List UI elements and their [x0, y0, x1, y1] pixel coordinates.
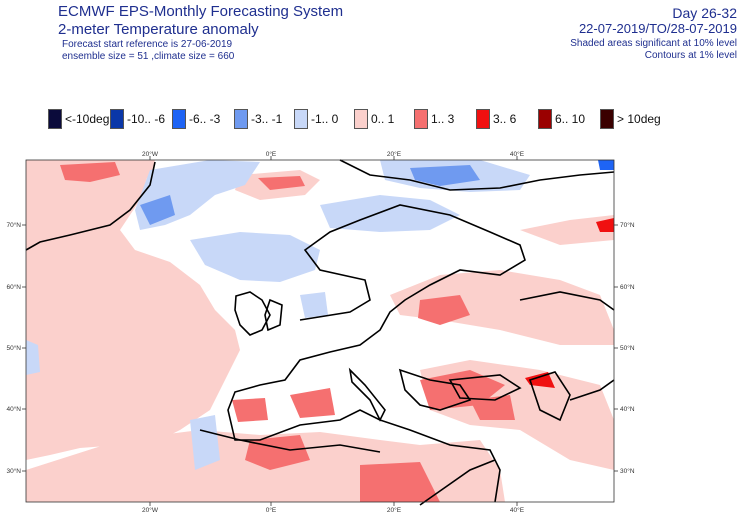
anomaly-spot-iceland: [60, 162, 120, 182]
legend-label: > 10deg: [617, 112, 661, 126]
lat-label: 30°N: [6, 467, 21, 475]
lon-label: 20°W: [142, 506, 159, 514]
lat-labels-left: 70°N 60°N 50°N 40°N 30°N: [6, 221, 21, 475]
legend-label: <-10deg: [65, 112, 110, 126]
lon-label: 40°E: [510, 150, 525, 158]
legend-label: 3.. 6: [493, 112, 517, 126]
anomaly-spot-barents: [596, 218, 614, 232]
legend-label: -6.. -3: [189, 112, 221, 126]
legend-label: 0.. 1: [371, 112, 395, 126]
legend-swatch: [294, 109, 308, 129]
anomaly-region-norwegian-sea: [190, 232, 320, 282]
legend-item: 3.. 6: [476, 108, 516, 130]
forecast-start-reference: Forecast start reference is 27-06-2019: [62, 39, 233, 50]
legend-label: 1.. 3: [431, 112, 455, 126]
lat-label: 60°N: [620, 283, 635, 291]
anomaly-region-atlantic: [26, 162, 240, 460]
day-range: Day 26-32: [672, 5, 737, 21]
anomaly-spot-east-europe: [418, 295, 470, 325]
color-legend: <-10deg -10.. -6 -6.. -3 -3.. -1 -1.. 0 …: [48, 108, 688, 130]
lon-label: 20°E: [387, 506, 402, 514]
lon-label: 0°E: [266, 506, 277, 514]
title-line2: 2-meter Temperature anomaly: [58, 21, 259, 38]
anomaly-region-greenland-core: [140, 195, 175, 225]
legend-label: 6.. 10: [555, 112, 586, 126]
legend-swatch: [600, 109, 614, 129]
legend-item: -1.. 0: [294, 108, 338, 130]
legend-item: -3.. -1: [234, 108, 282, 130]
legend-label: -3.. -1: [251, 112, 283, 126]
anomaly-spot-italy: [290, 388, 335, 418]
legend-item: -10.. -6: [110, 108, 165, 130]
ensemble-size: ensemble size = 51 ,climate size = 660: [62, 51, 235, 62]
legend-item: 6.. 10: [538, 108, 585, 130]
map-border: [25, 159, 615, 503]
date-range: 22-07-2019/TO/28-07-2019: [578, 21, 737, 36]
legend-swatch: [110, 109, 124, 129]
anomaly-region-kara-sea-core: [410, 165, 480, 186]
anomaly-spot-iberia: [232, 398, 268, 422]
lat-label: 60°N: [6, 283, 21, 291]
legend-item: -6.. -3: [172, 108, 220, 130]
lat-label: 40°N: [6, 405, 21, 413]
anomaly-spot-biscay: [300, 292, 328, 318]
lat-label: 70°N: [620, 221, 635, 229]
lon-labels-top: 20°W 0°E 20°E 40°E: [142, 150, 525, 158]
lon-label: 20°E: [387, 150, 402, 158]
legend-swatch: [414, 109, 428, 129]
significance-note: Shaded areas significant at 10% level: [570, 38, 737, 49]
legend-swatch: [538, 109, 552, 129]
anomaly-spot-arctic: [258, 176, 305, 190]
legend-swatch: [172, 109, 186, 129]
lon-labels-bottom: 20°W 0°E 20°E 40°E: [142, 506, 525, 514]
lat-label: 70°N: [6, 221, 21, 229]
anomaly-spot-anatolia: [470, 395, 515, 420]
map-panel: 20°W 0°E 20°E 40°E 20°W 0°E 20°E 40°E 70…: [0, 150, 745, 516]
anomaly-spot-morocco: [190, 415, 220, 470]
lon-label: 40°E: [510, 506, 525, 514]
lon-label: 20°W: [142, 150, 159, 158]
anomaly-spot-libya: [360, 462, 440, 502]
legend-label: -10.. -6: [127, 112, 166, 126]
legend-swatch: [476, 109, 490, 129]
lat-label: 50°N: [620, 344, 635, 352]
lat-labels-right: 70°N 60°N 50°N 40°N 30°N: [620, 221, 635, 475]
lat-label: 40°N: [620, 405, 635, 413]
legend-label: -1.. 0: [311, 112, 339, 126]
anomaly-region-east-europe: [390, 270, 614, 345]
anomaly-region-arctic-east: [520, 215, 614, 245]
legend-swatch: [48, 109, 62, 129]
lat-label: 50°N: [6, 344, 21, 352]
coastlines: [25, 159, 615, 506]
legend-item: 1.. 3: [414, 108, 454, 130]
anomaly-spot-caspian: [525, 372, 555, 388]
title-line1: ECMWF EPS-Monthly Forecasting System: [58, 3, 344, 20]
legend-item: <-10deg: [48, 108, 109, 130]
legend-swatch: [354, 109, 368, 129]
axis-ticks: [22, 156, 618, 506]
legend-item: > 10deg: [600, 108, 661, 130]
temperature-anomaly-map: 20°W 0°E 20°E 40°E 20°W 0°E 20°E 40°E 70…: [6, 150, 635, 514]
lat-label: 30°N: [620, 467, 635, 475]
legend-swatch: [234, 109, 248, 129]
contour-note: Contours at 1% level: [644, 50, 737, 61]
anomaly-spot-atlantic-sw: [26, 340, 40, 375]
legend-item: 0.. 1: [354, 108, 394, 130]
lon-label: 0°E: [266, 150, 277, 158]
anomaly-spot-arctic-east: [598, 160, 614, 170]
